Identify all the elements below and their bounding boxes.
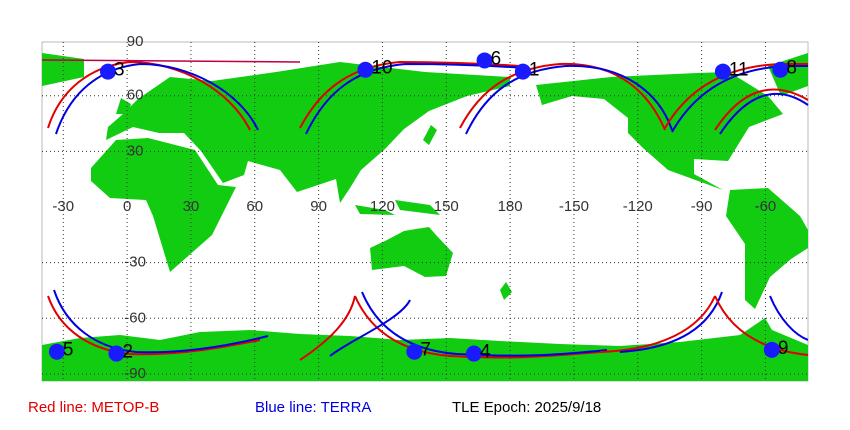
satellite-marker: [465, 345, 482, 362]
lat-label: -30: [124, 254, 146, 271]
satellite-marker: [763, 341, 780, 358]
satellite-label: 11: [729, 60, 749, 81]
lon-label: -120: [623, 198, 653, 215]
lon-label: 120: [370, 198, 395, 215]
lon-label: -60: [755, 198, 777, 215]
satellite-label: 5: [63, 340, 74, 361]
lat-label: -60: [124, 309, 146, 326]
satellite-marker: [48, 343, 65, 360]
lon-label: 0: [123, 198, 131, 215]
orbit-tracks: [41, 59, 809, 361]
satellite-marker: [357, 61, 374, 78]
satellite-marker: [772, 61, 789, 78]
lon-label: 30: [183, 198, 200, 215]
satellite-marker: [406, 343, 423, 360]
satellite-marker: [476, 52, 493, 69]
legend-epoch: TLE Epoch: 2025/9/18: [452, 399, 601, 416]
satellite-marker: [714, 63, 731, 80]
legend-blue: Blue line: TERRA: [255, 399, 371, 416]
lon-label: -90: [691, 198, 713, 215]
satellite-marker: [514, 63, 531, 80]
lon-label: 90: [310, 198, 327, 215]
satellite-label: 9: [778, 338, 789, 359]
lon-label: 150: [434, 198, 459, 215]
axis-labels: -30 0 30 60 90 120 150 180 -150 -120 -90 -60 90 60 30 -…: [52, 33, 776, 382]
satellite-label: 7: [420, 340, 431, 361]
lon-label: -30: [52, 198, 74, 215]
lon-label: 180: [498, 198, 523, 215]
satellite-marker: [99, 63, 116, 80]
satellite-label: 6: [491, 48, 502, 69]
lon-label: 60: [246, 198, 263, 215]
lat-label: -90: [124, 365, 146, 382]
lat-label: 60: [127, 87, 144, 104]
lon-label: -150: [559, 198, 589, 215]
legend-red: Red line: METOP-B: [28, 399, 159, 416]
satellites: 3 10 61 11 85 2 7 4 9: [48, 48, 797, 363]
satellite-marker: [108, 345, 125, 362]
satellite-label: 1: [529, 60, 540, 81]
satellite-label: 8: [786, 58, 797, 79]
satellite-label: 4: [480, 342, 491, 363]
satellite-label: 10: [371, 58, 392, 79]
satellite-label: 3: [114, 60, 125, 81]
lat-label: 90: [127, 33, 144, 50]
satellite-label: 2: [122, 342, 133, 363]
lat-label: 30: [127, 142, 144, 159]
